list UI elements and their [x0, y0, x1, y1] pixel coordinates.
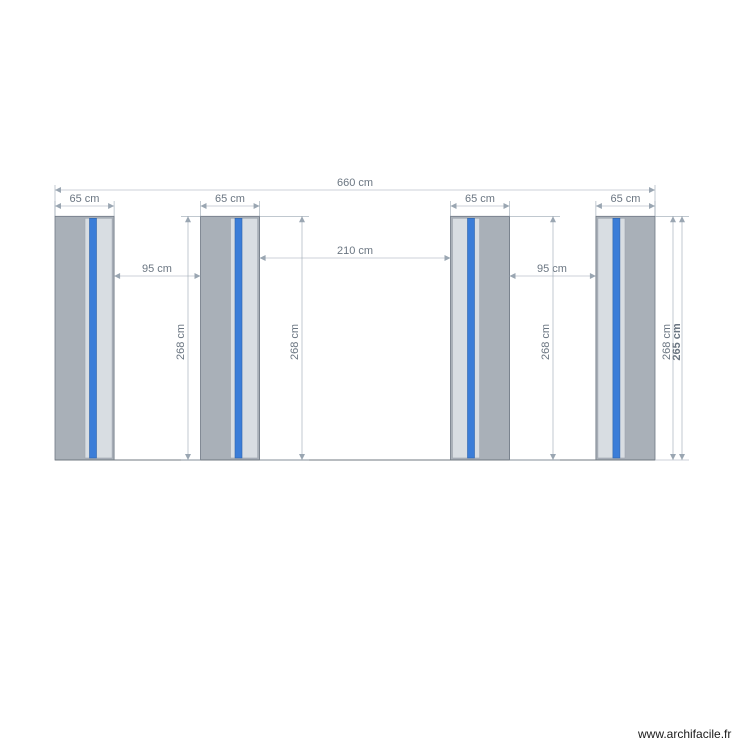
dim-vert-268cm-2: 268 cm	[260, 216, 309, 460]
dim-label: 265 cm	[671, 323, 683, 361]
dim-vert-268cm-1: 268 cm	[175, 216, 201, 460]
dim-label: 268 cm	[175, 324, 187, 360]
elevation-diagram: 660 cm 65 cm 65 cm 65 cm 65 cm	[0, 0, 750, 750]
dim-label: 95 cm	[142, 263, 172, 275]
dim-label: 65 cm	[465, 193, 495, 205]
watermark-link[interactable]: www.archifacile.fr	[637, 727, 731, 741]
pillar-1	[55, 216, 114, 460]
dim-gap-210cm: 210 cm	[260, 245, 451, 261]
dim-top-65cm-2: 65 cm	[201, 193, 260, 216]
dim-label: 210 cm	[337, 245, 373, 257]
dim-label: 660 cm	[337, 177, 373, 189]
dim-label: 65 cm	[215, 193, 245, 205]
dim-top-660cm: 660 cm	[55, 177, 655, 216]
dim-top-65cm-1: 65 cm	[55, 193, 114, 216]
dim-label: 65 cm	[70, 193, 100, 205]
dim-gap-95cm-1: 95 cm	[114, 263, 200, 279]
pillar-4	[596, 216, 655, 460]
dim-label: 268 cm	[540, 324, 552, 360]
dim-top-65cm-4: 65 cm	[596, 193, 655, 216]
dim-label: 65 cm	[611, 193, 641, 205]
dim-label: 95 cm	[537, 263, 567, 275]
dim-label: 268 cm	[289, 324, 301, 360]
dim-top-65cm-3: 65 cm	[451, 193, 510, 216]
pillar-3	[451, 216, 510, 460]
dim-vert-right-265-268: 268 cm 265 cm	[655, 216, 689, 460]
dim-vert-268cm-3: 268 cm	[510, 216, 561, 460]
pillar-2	[201, 216, 260, 460]
